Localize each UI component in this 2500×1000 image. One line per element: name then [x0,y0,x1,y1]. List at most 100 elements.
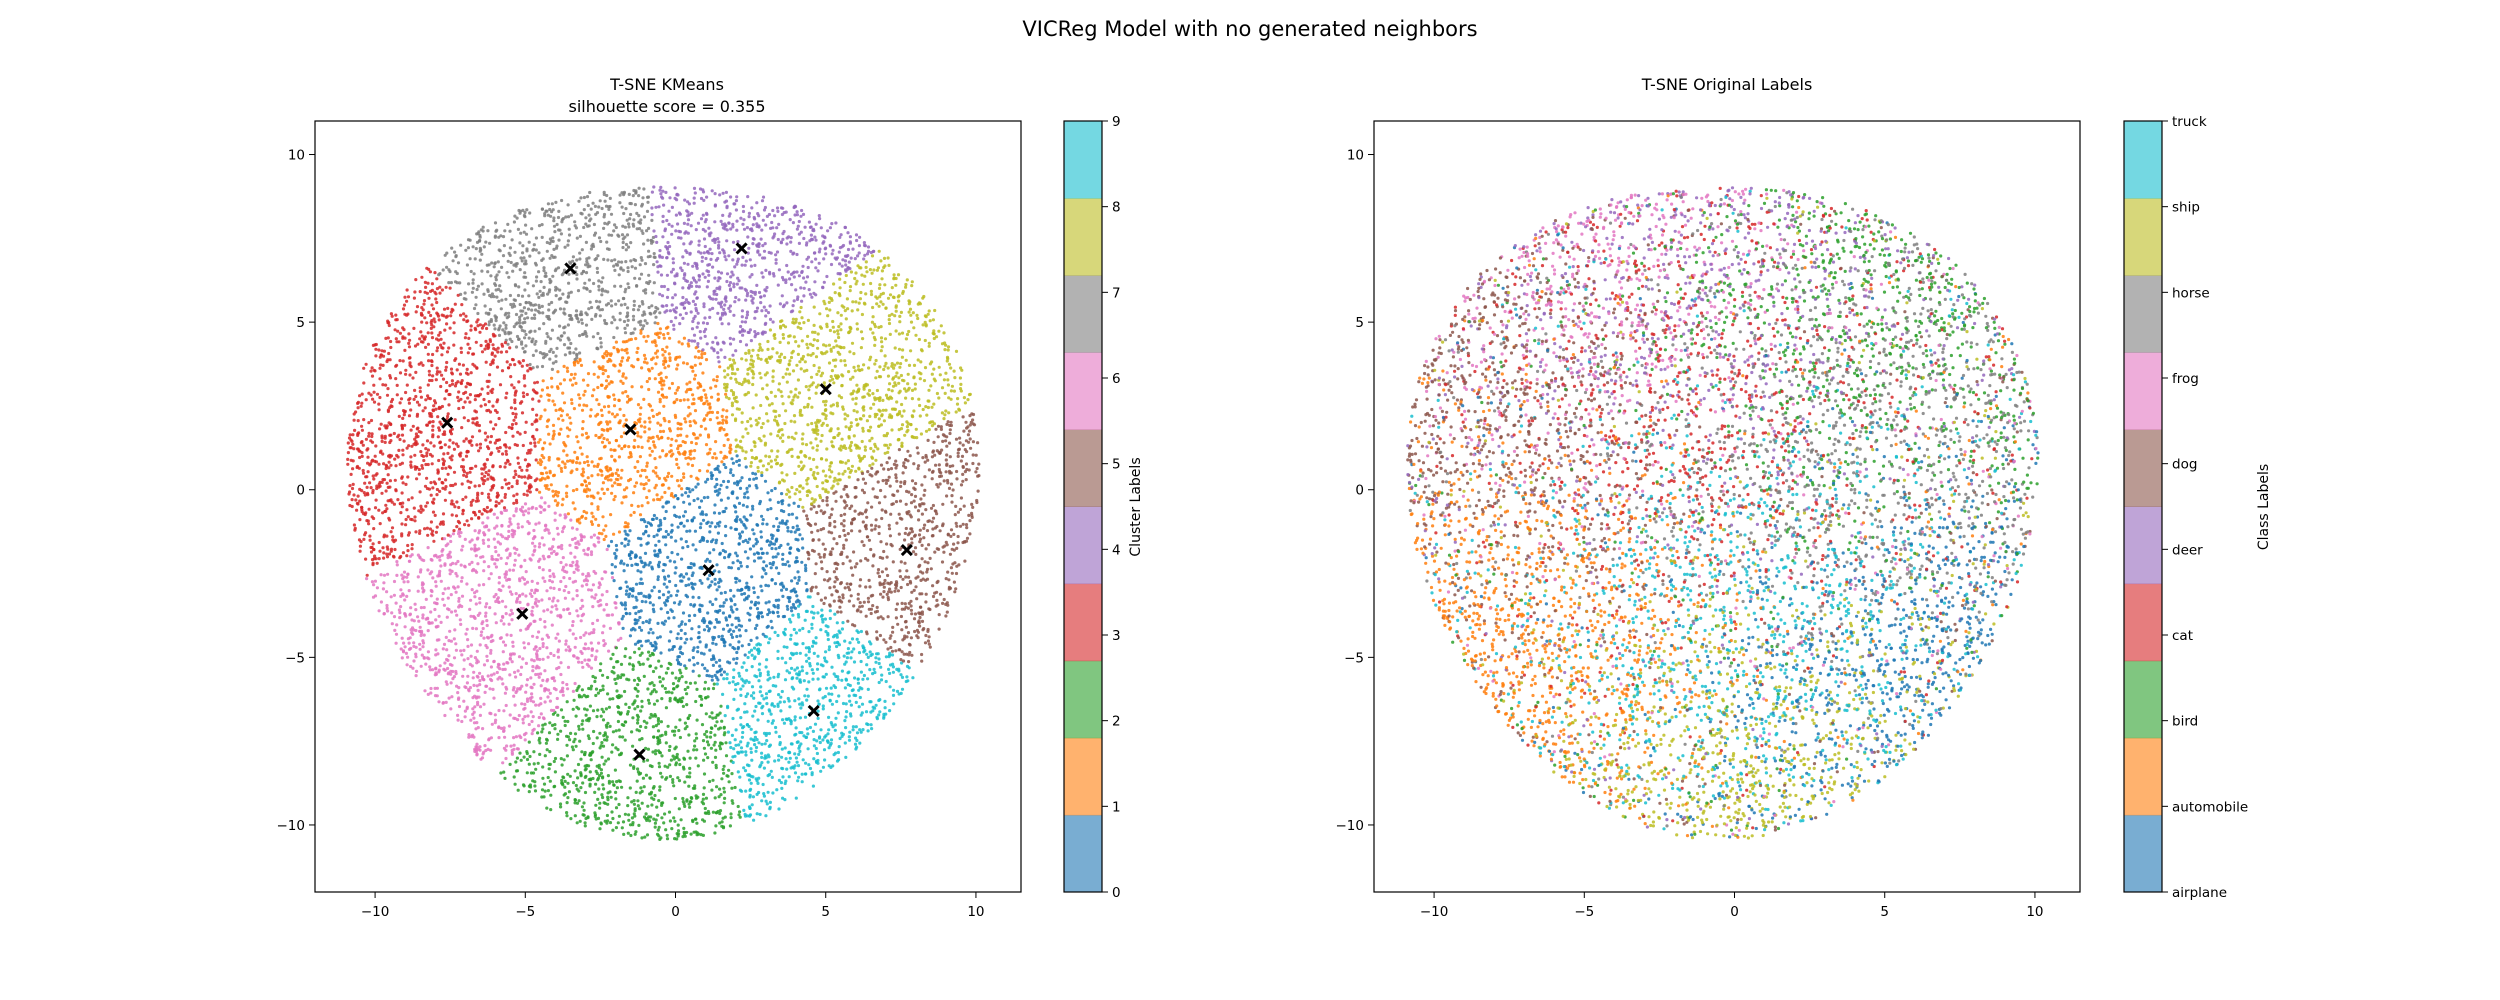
scatter-point [813,280,817,284]
scatter-point [909,604,913,608]
scatter-point [765,551,769,555]
scatter-point [698,526,703,530]
scatter-point [800,560,804,564]
scatter-point [755,486,759,490]
scatter-point [367,434,371,438]
scatter-point [726,730,731,734]
scatter-point [575,272,579,277]
scatter-point [608,466,612,470]
scatter-point [837,694,841,698]
scatter-point [421,613,425,617]
scatter-point [561,418,565,422]
scatter-point [525,392,529,397]
scatter-point [675,837,679,841]
scatter-point [692,201,696,205]
scatter-point [683,721,688,725]
scatter-point [783,421,787,426]
scatter-point [403,598,407,602]
scatter-point [496,540,500,544]
scatter-point [844,461,848,465]
scatter-point [892,366,896,370]
scatter-point [628,662,632,666]
scatter-point [900,687,905,691]
scatter-point [504,338,508,342]
scatter-point [710,580,714,584]
scatter-point [697,349,701,353]
scatter-point [525,678,530,682]
scatter-point [511,736,516,740]
scatter-point [433,271,437,275]
scatter-point [466,419,470,423]
scatter-point [489,420,493,424]
scatter-point [548,578,552,583]
scatter-point [701,797,705,801]
scatter-point [923,560,927,564]
scatter-point [776,500,781,504]
scatter-point [676,421,680,425]
scatter-point [571,781,576,785]
scatter-point [660,684,665,688]
scatter-point [785,645,789,649]
scatter-point [827,300,831,304]
scatter-point [524,275,528,279]
scatter-point [734,682,738,687]
scatter-point [400,636,404,640]
scatter-point [477,509,482,514]
scatter-point [571,259,575,263]
scatter-point [724,395,729,399]
scatter-point [370,580,374,584]
scatter-point [486,270,490,274]
scatter-point [448,438,452,442]
scatter-point [667,420,671,424]
scatter-point [761,244,765,248]
scatter-point [756,469,760,473]
scatter-point [489,362,493,367]
scatter-point [568,611,572,616]
scatter-point [459,563,463,567]
scatter-point [684,456,688,460]
scatter-point [508,337,512,341]
scatter-point [459,313,463,317]
scatter-point [797,575,801,579]
scatter-point [672,327,676,331]
scatter-point [703,811,708,815]
scatter-point [912,326,916,330]
scatter-point [846,495,850,499]
scatter-point [508,577,512,582]
scatter-point [667,639,672,643]
scatter-point [923,320,927,324]
scatter-point [751,504,755,508]
scatter-point [563,569,567,574]
scatter-point [653,321,657,325]
scatter-point [801,264,805,268]
scatter-point [718,711,722,715]
scatter-point [545,589,549,593]
scatter-point [652,702,657,706]
scatter-point [763,242,767,246]
scatter-point [871,305,875,310]
scatter-point [740,592,744,596]
scatter-point [484,643,488,648]
scatter-point [540,598,544,602]
scatter-point [559,414,563,418]
scatter-point [710,521,714,525]
scatter-point [785,263,789,268]
scatter-point [478,643,482,647]
scatter-point [751,795,756,799]
scatter-point [952,369,956,373]
scatter-point [380,349,384,353]
scatter-point [476,284,480,288]
scatter-point [899,658,903,662]
scatter-point [583,647,588,651]
scatter-point [385,507,389,511]
scatter-point [832,585,836,589]
scatter-point [623,544,627,548]
scatter-point [968,437,972,441]
scatter-point [667,364,671,368]
scatter-point [431,374,435,378]
scatter-point [780,294,784,298]
scatter-point [774,258,778,262]
scatter-point [873,670,877,675]
scatter-point [865,515,869,519]
scatter-point [924,633,928,638]
